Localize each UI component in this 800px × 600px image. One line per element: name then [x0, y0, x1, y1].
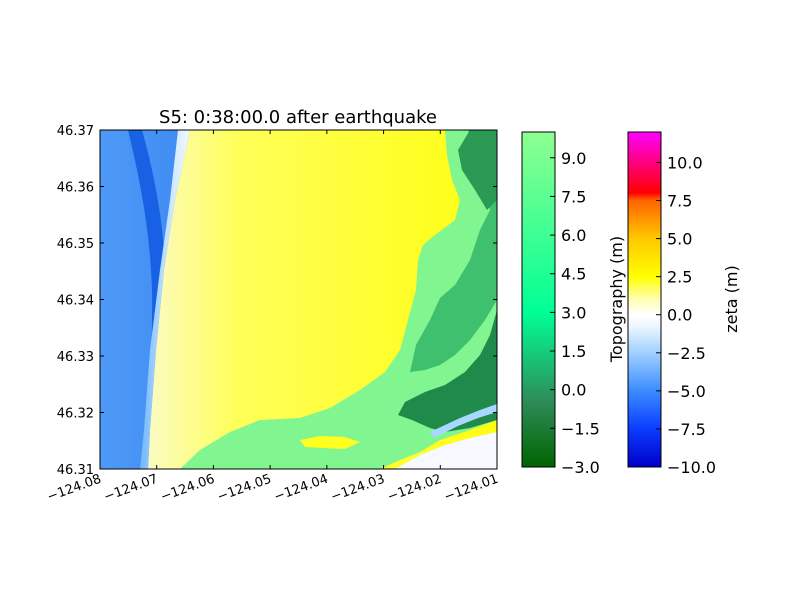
y-tick-label: 46.32	[57, 407, 94, 422]
river-channel	[430, 404, 497, 438]
x-tick-label: −124.04	[272, 472, 330, 505]
colorbar-tick-label: 0.0	[561, 381, 586, 400]
topography-colorbar-ticks: −3.0 −1.5 0.0 1.5 3.0 4.5 6.0 7.5 9.0	[550, 149, 600, 477]
x-tick-label: −124.05	[215, 472, 273, 505]
dry-land-forest	[398, 310, 497, 432]
y-axis: 46.31 46.32 46.33 46.34 46.35 46.36 46.37	[57, 124, 497, 478]
topography-colorbar-label: Topography (m)	[607, 236, 626, 363]
colorbar-tick-label: 6.0	[561, 226, 586, 245]
x-tick-label: −124.03	[329, 472, 387, 505]
topography-colorbar: −3.0 −1.5 0.0 1.5 3.0 4.5 6.0 7.5 9.0 Topography…	[521, 131, 626, 477]
x-tick-label: −124.07	[102, 472, 160, 505]
y-tick-label: 46.36	[57, 181, 94, 196]
colorbar-tick-label: 1.5	[561, 342, 586, 361]
colorbar-tick-label: 7.5	[667, 192, 692, 211]
colorbar-tick-label: 0.0	[667, 306, 692, 325]
dry-land-ridge	[458, 130, 497, 210]
topography-colorbar-fill	[521, 131, 556, 468]
colorbar-tick-label: 3.0	[561, 303, 586, 322]
y-tick-label: 46.31	[57, 463, 94, 478]
colorbar-tick-label: 2.5	[667, 268, 692, 287]
y-tick-label: 46.35	[57, 237, 94, 252]
dry-land-high	[410, 130, 497, 372]
colorbar-tick-label: −1.5	[561, 419, 600, 438]
zeta-colorbar: −10.0 −7.5 −5.0 −2.5 0.0 2.5 5.0 7.5 10.0 zeta (…	[627, 131, 741, 477]
y-tick-label: 46.33	[57, 350, 94, 365]
colorbar-tick-label: −7.5	[667, 420, 706, 439]
y-tick-label: 46.37	[57, 124, 94, 139]
colorbar-tick-label: −5.0	[667, 382, 706, 401]
colorbar-tick-label: −10.0	[667, 458, 716, 477]
zeta-colorbar-fill	[627, 131, 662, 468]
y-tick-label: 46.34	[57, 294, 94, 309]
map-field	[100, 130, 497, 469]
colorbar-tick-label: 10.0	[667, 153, 703, 172]
x-tick-label: −124.02	[386, 472, 444, 505]
colorbar-tick-label: 7.5	[561, 187, 586, 206]
tidal-flat	[395, 432, 497, 469]
x-tick-label: −124.01	[442, 472, 500, 505]
dry-land-east	[180, 130, 497, 469]
zeta-colorbar-label: zeta (m)	[722, 265, 741, 332]
colorbar-tick-label: 9.0	[561, 149, 586, 168]
colorbar-tick-label: −2.5	[667, 344, 706, 363]
colorbar-tick-label: 5.0	[667, 230, 692, 249]
colorbar-tick-label: −3.0	[561, 458, 600, 477]
zeta-colorbar-ticks: −10.0 −7.5 −5.0 −2.5 0.0 2.5 5.0 7.5 10.0	[656, 153, 716, 477]
colorbar-tick-label: 4.5	[561, 265, 586, 284]
surf-zone	[140, 130, 190, 469]
chart-title: S5: 0:38:00.0 after earthquake	[159, 107, 437, 128]
x-tick-label: −124.06	[159, 472, 217, 505]
estuary-inlet	[300, 436, 360, 449]
